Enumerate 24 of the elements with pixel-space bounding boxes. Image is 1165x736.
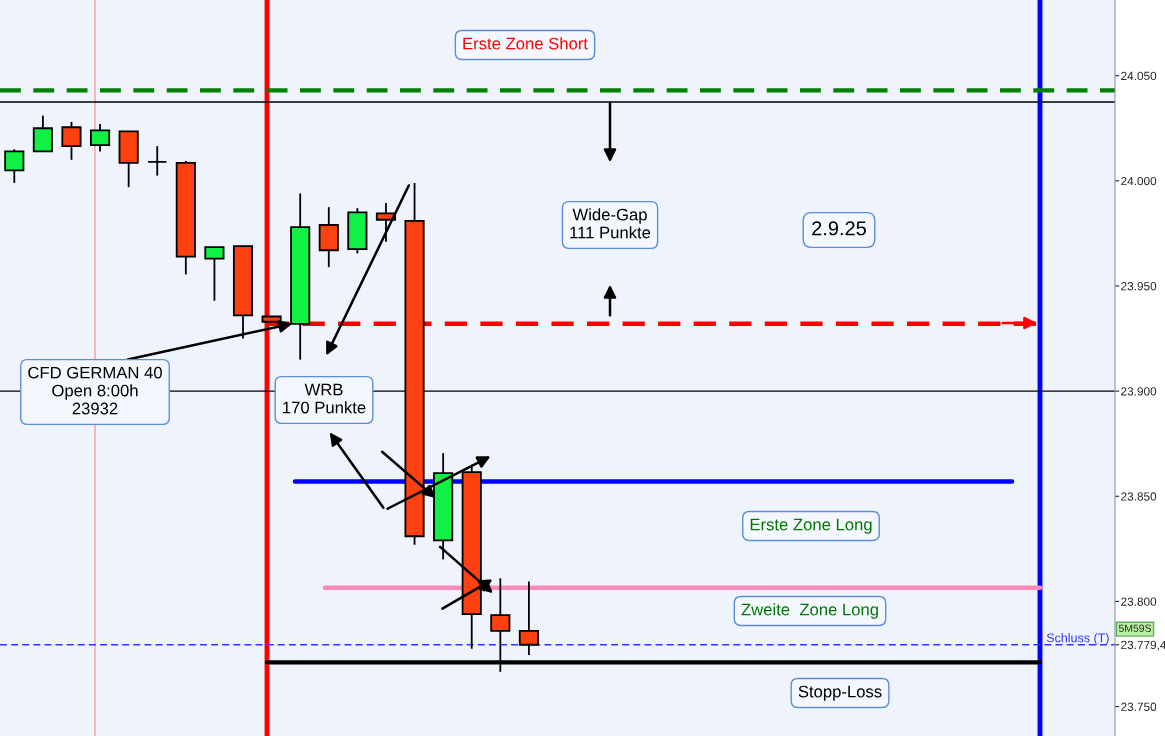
candlestick: [90, 123, 111, 153]
candlestick: [147, 145, 168, 177]
annotation: Erste Zone Short: [463, 37, 588, 50]
y-tick-label: 24.000: [1121, 176, 1157, 186]
ref-line-label: Schluss (T): [1046, 633, 1109, 645]
annotation: Zweite Zone Long: [741, 603, 878, 619]
y-tick-label: 23.750: [1121, 702, 1157, 711]
annotation: Stopp-Loss: [798, 685, 882, 701]
annotation: 2.9.25: [812, 221, 866, 236]
y-tick-label: 23.850: [1121, 492, 1157, 501]
y-tick-label: 23.800: [1121, 597, 1157, 606]
text: 5M59S: [1118, 624, 1152, 632]
candlestick: [4, 148, 25, 184]
candlestick: [61, 121, 82, 161]
annotation: WRB 170 Punkte: [283, 383, 366, 414]
candlestick: [204, 246, 225, 302]
annotation: Wide-Gap 111 Punkte: [570, 208, 651, 239]
y-tick-label: 23.900: [1121, 387, 1157, 396]
candlestick: [32, 114, 53, 153]
y-tick-label: 24.050: [1121, 71, 1157, 81]
annotation: CFD GERMAN 40 Open 8:00h 23932: [28, 366, 162, 415]
y-tick-label: 23.950: [1121, 282, 1157, 291]
annotation: Erste Zone Long: [750, 518, 872, 534]
candlestick: [518, 580, 539, 656]
